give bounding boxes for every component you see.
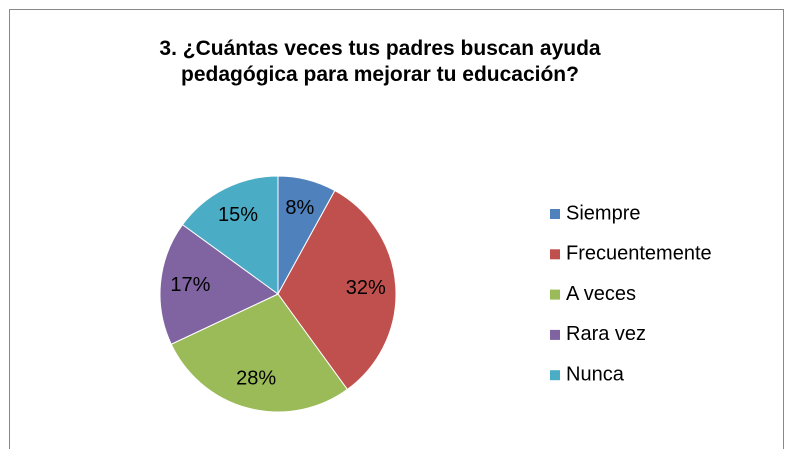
pie-slice	[170, 293, 349, 413]
pie-slice	[181, 175, 279, 295]
legend-swatch	[550, 370, 560, 381]
chart-title: 3. ¿Cuántas veces tus padres buscan ayud…	[159, 37, 601, 86]
data-label: 28%	[236, 368, 276, 390]
legend-label: Rara vez	[566, 323, 646, 345]
chart-frame	[9, 9, 784, 449]
legend-label: Frecuentemente	[566, 243, 712, 265]
legend-swatch	[550, 289, 560, 300]
data-label: 15%	[218, 204, 258, 226]
legend-label: Nunca	[566, 363, 625, 385]
legend-swatch	[550, 329, 560, 340]
legend-swatch	[550, 209, 560, 219]
pie-slice	[159, 223, 279, 345]
legend-label: Siempre	[566, 202, 640, 224]
legend-label: A veces	[566, 283, 636, 305]
data-label: 32%	[346, 277, 386, 299]
data-label: 8%	[285, 197, 314, 219]
data-label: 17%	[170, 274, 210, 296]
pie-slice	[277, 189, 397, 391]
legend-swatch	[550, 249, 560, 260]
